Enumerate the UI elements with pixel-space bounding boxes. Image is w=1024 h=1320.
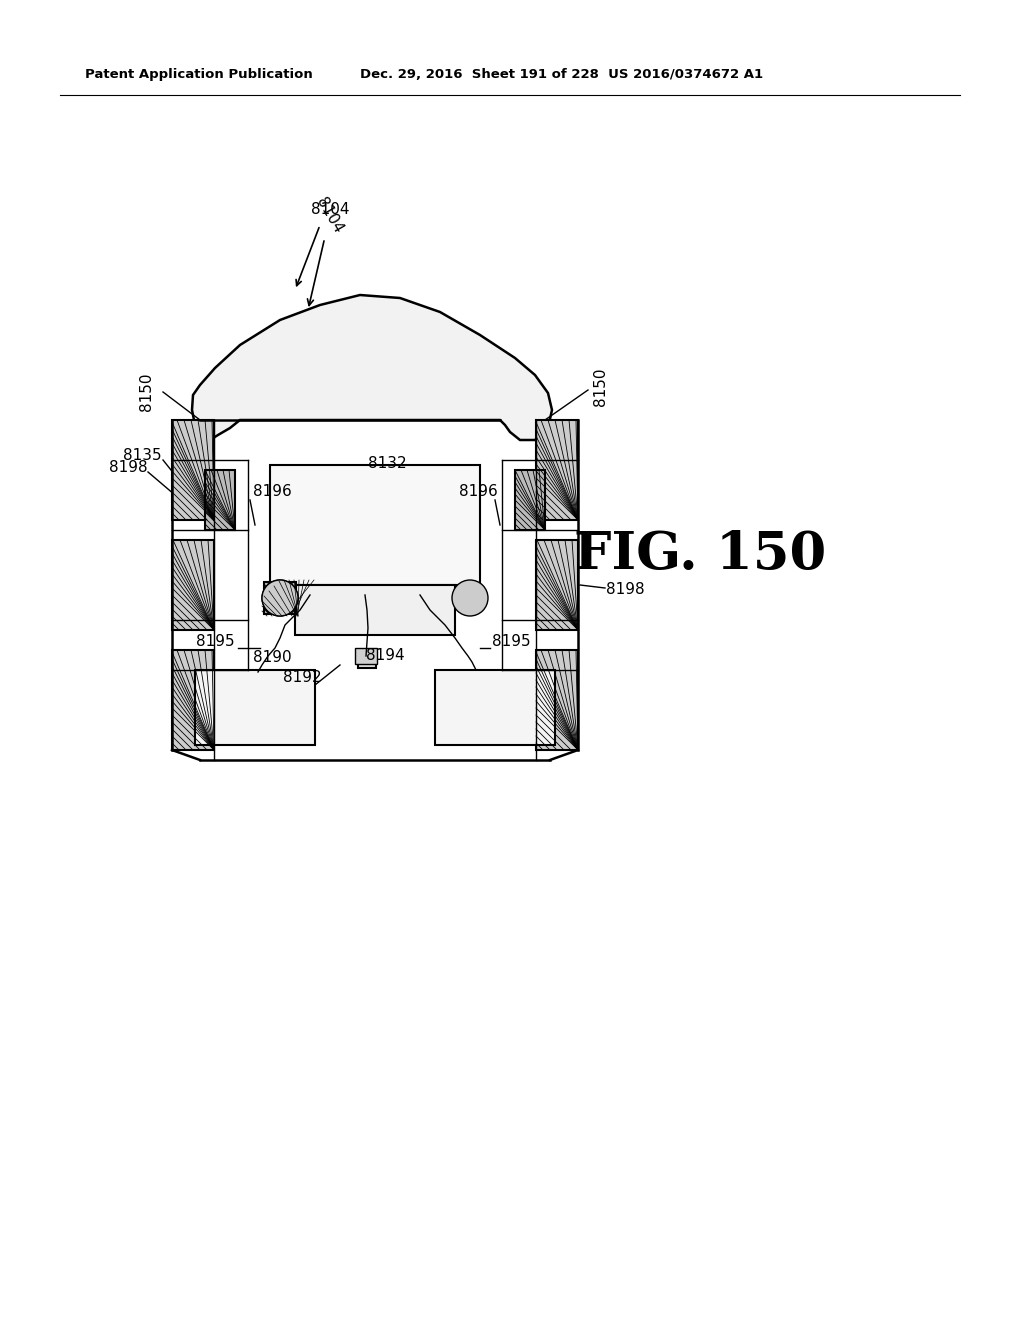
Text: 8198: 8198	[606, 582, 645, 598]
Bar	[172, 540, 214, 630]
Text: 8104: 8104	[307, 194, 346, 305]
Bar	[270, 465, 480, 585]
Text: 8194: 8194	[366, 648, 404, 663]
Text: Dec. 29, 2016  Sheet 191 of 228  US 2016/0374672 A1: Dec. 29, 2016 Sheet 191 of 228 US 2016/0…	[360, 69, 763, 81]
Text: 8150: 8150	[593, 368, 607, 407]
Text: FIG. 150: FIG. 150	[573, 529, 826, 581]
Text: 8195: 8195	[197, 635, 234, 649]
Text: 8190: 8190	[253, 651, 292, 665]
Circle shape	[452, 579, 488, 616]
Text: 8104: 8104	[310, 202, 349, 218]
Polygon shape	[193, 294, 552, 440]
Bar	[264, 582, 296, 614]
Bar	[295, 585, 455, 635]
Text: 8196: 8196	[253, 484, 292, 499]
Text: 8195: 8195	[492, 635, 530, 649]
Circle shape	[262, 579, 298, 616]
Text: 8150: 8150	[139, 372, 155, 412]
Text: 8192: 8192	[283, 671, 322, 685]
Text: 8196: 8196	[459, 484, 498, 499]
Bar	[205, 470, 234, 531]
Bar	[358, 649, 376, 668]
Bar	[172, 420, 214, 520]
Bar	[515, 470, 545, 531]
Bar	[536, 649, 578, 750]
Text: 8135: 8135	[123, 449, 162, 463]
Bar	[195, 671, 315, 744]
Bar	[536, 420, 578, 520]
Text: 8132: 8132	[368, 455, 407, 470]
Text: 8198: 8198	[110, 461, 148, 475]
Bar	[435, 671, 555, 744]
Bar	[536, 540, 578, 630]
Bar	[172, 649, 214, 750]
Text: Patent Application Publication: Patent Application Publication	[85, 69, 312, 81]
Bar	[355, 648, 377, 664]
